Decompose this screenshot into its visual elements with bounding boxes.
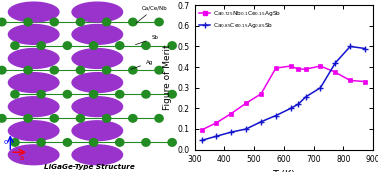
Legend: Ca$_{0.725}$Nb$_{0.1}$Ce$_{0.15}$AgSb, Ca$_{0.85}$Ce$_{0.15}$Ag$_{0.85}$Sb: Ca$_{0.725}$Nb$_{0.1}$Ce$_{0.15}$AgSb, C… [198, 8, 283, 31]
Circle shape [129, 18, 137, 26]
Circle shape [76, 115, 85, 122]
Circle shape [50, 66, 58, 74]
Ellipse shape [72, 145, 122, 165]
Circle shape [168, 90, 176, 98]
Circle shape [102, 18, 111, 26]
Text: Ca/Ce/Nb: Ca/Ce/Nb [136, 5, 168, 23]
Circle shape [102, 115, 111, 122]
Circle shape [37, 139, 45, 146]
Circle shape [50, 115, 58, 122]
Ellipse shape [8, 145, 59, 165]
Ellipse shape [8, 25, 59, 44]
Circle shape [116, 42, 124, 49]
Ellipse shape [8, 73, 59, 93]
Circle shape [168, 42, 176, 49]
Circle shape [129, 115, 137, 122]
Circle shape [37, 42, 45, 49]
Text: a: a [20, 155, 24, 161]
X-axis label: T (K): T (K) [273, 169, 295, 172]
Circle shape [63, 139, 71, 146]
Circle shape [76, 66, 85, 74]
Circle shape [102, 66, 111, 74]
Circle shape [155, 115, 163, 122]
Circle shape [11, 139, 19, 146]
Circle shape [24, 66, 32, 74]
Ellipse shape [72, 121, 122, 141]
Circle shape [116, 90, 124, 98]
Circle shape [90, 90, 98, 98]
Circle shape [11, 42, 19, 49]
Ellipse shape [72, 2, 122, 22]
Circle shape [142, 90, 150, 98]
Circle shape [90, 139, 98, 146]
Circle shape [63, 42, 71, 49]
Circle shape [11, 90, 19, 98]
Circle shape [142, 139, 150, 146]
Circle shape [50, 18, 58, 26]
Ellipse shape [72, 73, 122, 93]
Ellipse shape [8, 2, 59, 22]
Circle shape [168, 139, 176, 146]
Circle shape [76, 18, 85, 26]
Circle shape [63, 90, 71, 98]
Text: Ag: Ag [131, 60, 153, 69]
Circle shape [24, 18, 32, 26]
Ellipse shape [8, 97, 59, 117]
Ellipse shape [72, 49, 122, 68]
Ellipse shape [8, 121, 59, 141]
Circle shape [155, 18, 163, 26]
Circle shape [90, 42, 98, 49]
Ellipse shape [72, 97, 122, 117]
Circle shape [129, 66, 137, 74]
Circle shape [116, 139, 124, 146]
Circle shape [37, 90, 45, 98]
Ellipse shape [72, 25, 122, 44]
Circle shape [24, 115, 32, 122]
Circle shape [0, 66, 6, 74]
Circle shape [155, 66, 163, 74]
Circle shape [142, 42, 150, 49]
Circle shape [0, 18, 6, 26]
Text: LiGaGe-Type Structure: LiGaGe-Type Structure [45, 164, 135, 170]
Text: c: c [3, 139, 7, 145]
Ellipse shape [8, 49, 59, 68]
Text: Sb: Sb [135, 35, 158, 45]
Y-axis label: Figure of Merit: Figure of Merit [163, 45, 172, 110]
Circle shape [0, 115, 6, 122]
